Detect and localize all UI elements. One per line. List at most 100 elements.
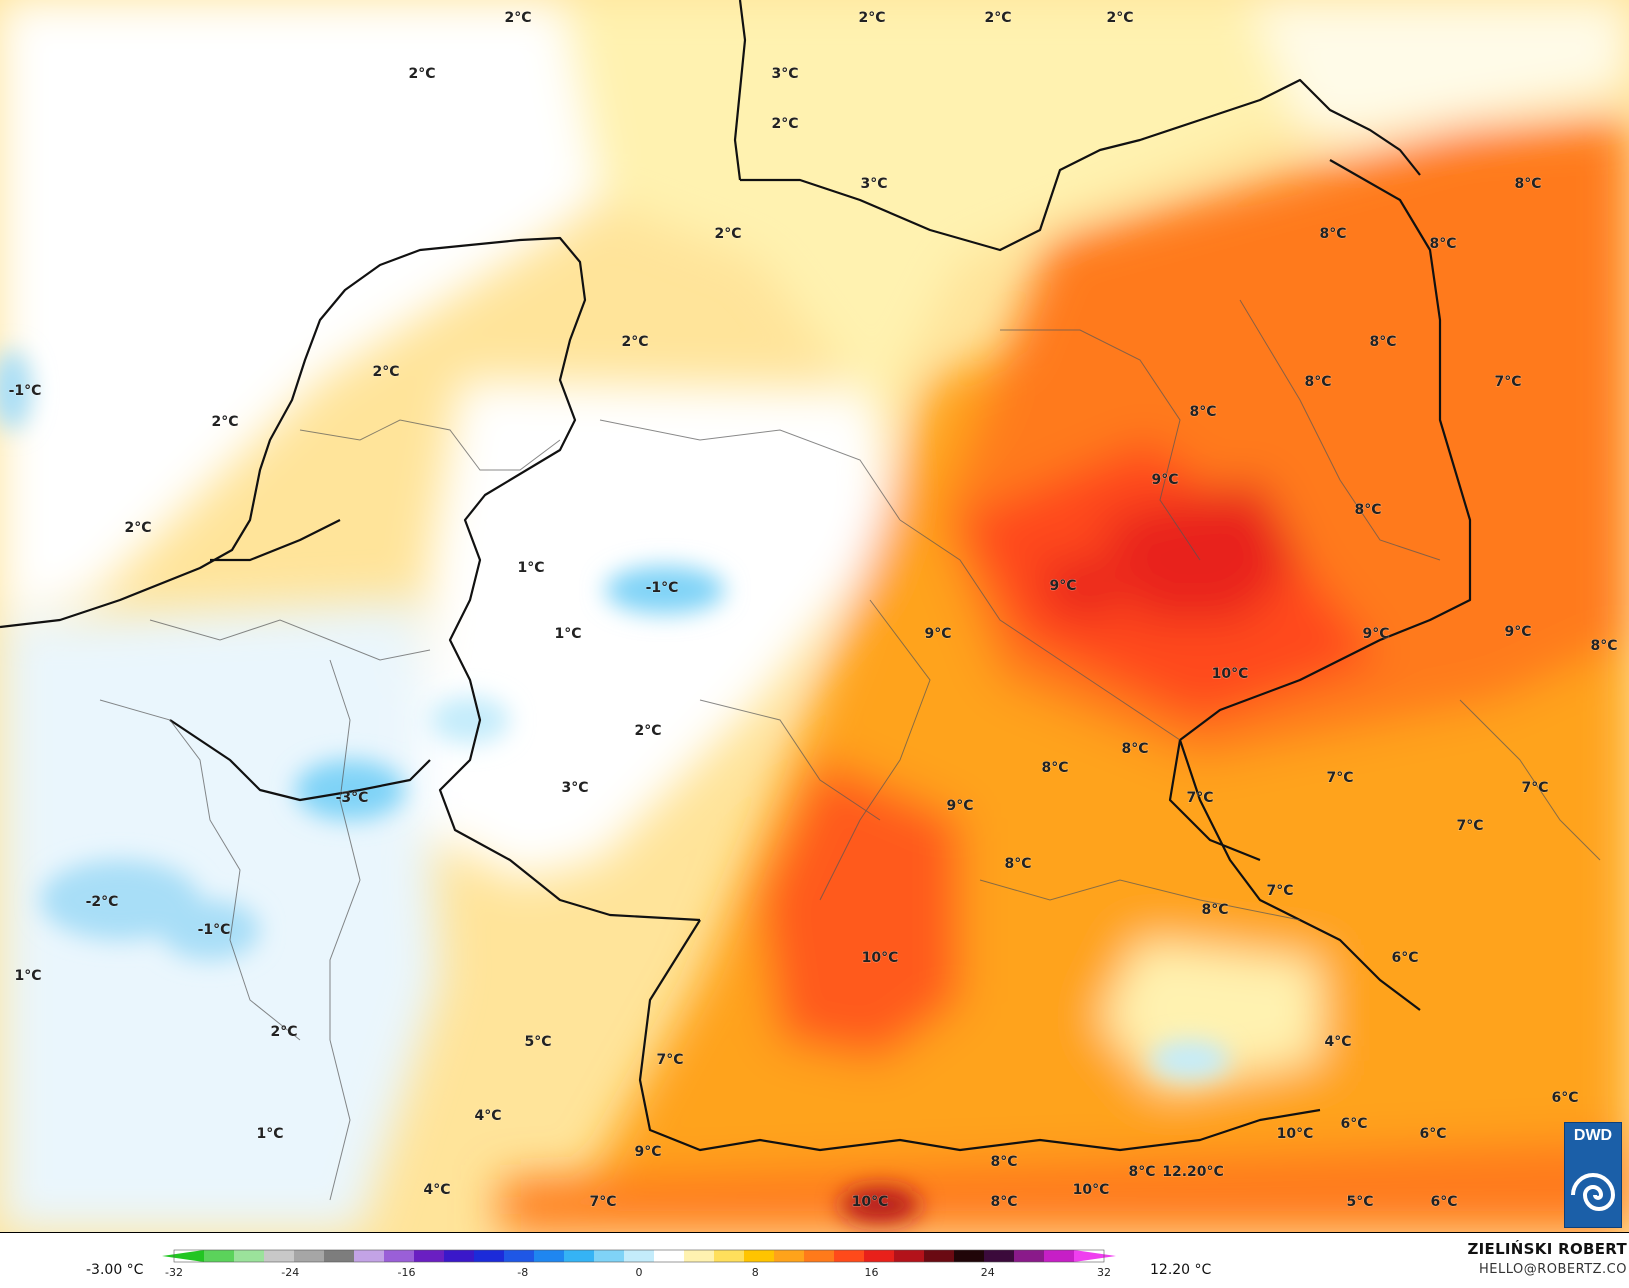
temperature-label: 2°C xyxy=(621,334,648,350)
color-scale-ticks: -32 -24 -16 -8 0 8 16 24 32 xyxy=(165,1266,1111,1279)
color-scale-cell xyxy=(204,1250,235,1262)
temperature-label: 8°C xyxy=(990,1154,1017,1170)
color-scale-cell xyxy=(264,1250,295,1262)
temperature-label: 6°C xyxy=(1340,1116,1367,1132)
color-scale-cell xyxy=(1014,1250,1045,1262)
temperature-label: 2°C xyxy=(634,723,661,739)
temperature-label: 2°C xyxy=(504,10,531,26)
temperature-label: 9°C xyxy=(946,798,973,814)
temperature-label: 8°C xyxy=(990,1194,1017,1210)
temperature-label: 9°C xyxy=(924,626,951,642)
color-scale-cell xyxy=(654,1250,685,1262)
temperature-label: 3°C xyxy=(860,176,887,192)
color-scale: -32 -24 -16 -8 0 8 16 24 32 xyxy=(162,1249,1116,1279)
color-scale-cells xyxy=(162,1249,1116,1263)
color-scale-cell xyxy=(624,1250,655,1262)
temperature-label: 2°C xyxy=(211,414,238,430)
scale-tick-label: -16 xyxy=(398,1266,416,1279)
temperature-label: 8°C xyxy=(1429,236,1456,252)
temperature-label: 7°C xyxy=(1521,780,1548,796)
color-scale-cell xyxy=(684,1250,715,1262)
temperature-label: -3°C xyxy=(336,790,369,806)
color-scale-cell xyxy=(1044,1250,1075,1262)
color-scale-cell xyxy=(324,1250,355,1262)
scale-tick-label: 32 xyxy=(1097,1266,1111,1279)
legend-max-label: 12.20 °C xyxy=(1150,1262,1212,1278)
temperature-label: 8°C xyxy=(1201,902,1228,918)
temperature-label: 1°C xyxy=(517,560,544,576)
temperature-label: 10°C xyxy=(1073,1182,1110,1198)
color-scale-cell xyxy=(534,1250,565,1262)
cold-spots xyxy=(0,350,1230,1223)
temperature-label: 7°C xyxy=(1494,374,1521,390)
temperature-label: 8°C xyxy=(1121,741,1148,757)
color-scale-cell xyxy=(294,1250,325,1262)
temperature-label: 7°C xyxy=(1186,790,1213,806)
temperature-label: 8°C xyxy=(1369,334,1396,350)
temperature-label: 10°C xyxy=(1277,1126,1314,1142)
temperature-label: 2°C xyxy=(858,10,885,26)
temperature-label: 10°C xyxy=(1212,666,1249,682)
temperature-label: 8°C xyxy=(1041,760,1068,776)
temperature-label: 8°C xyxy=(1304,374,1331,390)
color-scale-cell xyxy=(504,1250,535,1262)
color-scale-cell xyxy=(414,1250,445,1262)
color-scale-cell xyxy=(564,1250,595,1262)
temperature-label: 7°C xyxy=(1326,770,1353,786)
temperature-label: 8°C xyxy=(1590,638,1617,654)
temperature-label: 8°C xyxy=(1128,1164,1155,1180)
temperature-label: 2°C xyxy=(984,10,1011,26)
temperature-field xyxy=(0,0,1629,1232)
temperature-label: 5°C xyxy=(524,1034,551,1050)
color-scale-cell xyxy=(1074,1250,1116,1262)
scale-tick-label: 8 xyxy=(752,1266,759,1279)
temperature-label: 3°C xyxy=(771,66,798,82)
color-scale-cell xyxy=(474,1250,505,1262)
color-scale-cell xyxy=(774,1250,805,1262)
author-email: HELLO@ROBERTZ.CO xyxy=(1478,1262,1627,1277)
color-scale-cell xyxy=(924,1250,955,1262)
temperature-label: 9°C xyxy=(1504,624,1531,640)
map-canvas: 2°C 2°C 2°C 2°C -1°C 2°C 2°C 2°C 2°C 2°C 3°C 2°C 3°C… xyxy=(0,0,1629,1232)
color-scale-cell xyxy=(744,1250,775,1262)
temperature-label: 8°C xyxy=(1189,404,1216,420)
temperature-label: 2°C xyxy=(1106,10,1133,26)
temperature-label: 6°C xyxy=(1419,1126,1446,1142)
legend-min-label: -3.00 °C xyxy=(86,1262,144,1278)
color-scale-cell xyxy=(234,1250,265,1262)
temperature-label: 1°C xyxy=(14,968,41,984)
color-scale-cell xyxy=(354,1250,385,1262)
temperature-label: 1°C xyxy=(256,1126,283,1142)
temperature-map: 2°C 2°C 2°C 2°C -1°C 2°C 2°C 2°C 2°C 2°C 3°C 2°C 3°C… xyxy=(0,0,1629,1232)
temperature-label: 2°C xyxy=(408,66,435,82)
color-scale-cell xyxy=(954,1250,985,1262)
temperature-label: 3°C xyxy=(561,780,588,796)
color-scale-cell xyxy=(714,1250,745,1262)
dwd-logo-text: DWD xyxy=(1573,1127,1613,1144)
coastlines xyxy=(0,0,1472,1152)
temperature-label: 9°C xyxy=(634,1144,661,1160)
color-scale-cell xyxy=(162,1250,204,1262)
color-scale-cell xyxy=(894,1250,925,1262)
temperature-label: -1°C xyxy=(646,580,679,596)
color-scale-cell xyxy=(384,1250,415,1262)
color-scale-cell xyxy=(444,1250,475,1262)
spiral-icon xyxy=(1571,1173,1616,1211)
temperature-label: 10°C xyxy=(862,950,899,966)
color-scale-frame xyxy=(173,1249,1105,1263)
region-borders xyxy=(99,299,1601,1201)
temperature-label: -2°C xyxy=(86,894,119,910)
temperature-label: 4°C xyxy=(423,1182,450,1198)
scale-tick-label: 24 xyxy=(981,1266,995,1279)
temperature-label: 9°C xyxy=(1151,472,1178,488)
temperature-label: 8°C xyxy=(1319,226,1346,242)
color-scale-cell xyxy=(864,1250,895,1262)
temperature-label: 8°C xyxy=(1004,856,1031,872)
temperature-label: 7°C xyxy=(656,1052,683,1068)
temperature-label: 4°C xyxy=(474,1108,501,1124)
temperature-label: 4°C xyxy=(1324,1034,1351,1050)
temperature-labels: 2°C 2°C 2°C 2°C -1°C 2°C 2°C 2°C 2°C 2°C 3°C 2°C 3°C… xyxy=(8,10,1618,1211)
temperature-label: 2°C xyxy=(372,364,399,380)
temperature-label: 8°C xyxy=(1514,176,1541,192)
temperature-label: 2°C xyxy=(124,520,151,536)
